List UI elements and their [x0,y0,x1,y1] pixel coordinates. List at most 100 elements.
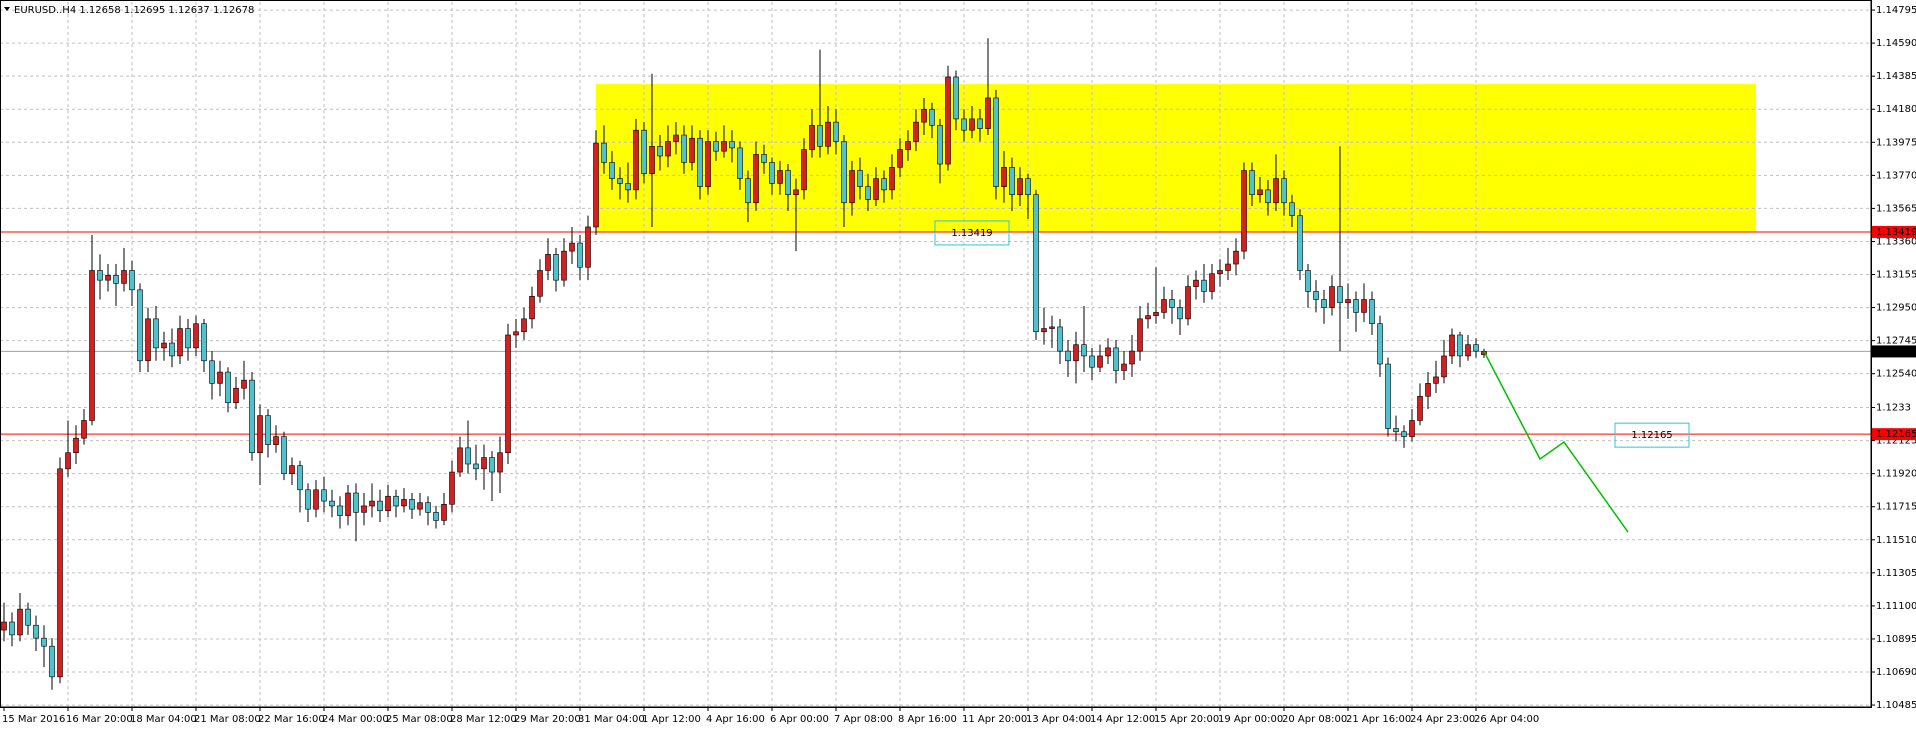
candle-body [1345,299,1351,304]
candle-body [1105,347,1111,357]
candle-body [305,489,311,510]
candle-body [569,242,575,252]
candle-body [889,166,895,191]
candle-body [1057,326,1063,352]
candle-body [633,129,639,191]
candle-body [729,141,735,149]
candle-body [841,141,847,204]
candle-body [313,489,319,510]
y-tick-label: 1.10485 [1876,700,1916,711]
candle-body [673,134,679,142]
candle-body [641,129,647,175]
candle-body [985,97,991,129]
candle-body [609,162,615,179]
candle-body [401,499,407,507]
x-tick-label: 6 Apr 00:00 [770,714,829,725]
x-tick-label: 22 Mar 16:00 [258,714,325,725]
candle-body [97,270,103,281]
candle-body [89,270,95,421]
candle-body [329,500,335,507]
candle-body [225,371,231,404]
x-tick-label: 16 Mar 20:00 [66,714,133,725]
candle-body [49,645,55,678]
y-tick-label: 1.12540 [1876,369,1916,380]
candle-body [1081,344,1087,357]
candle-body [753,154,759,204]
candle-body [425,502,431,513]
candle-body [433,512,439,521]
candle-body [1153,312,1159,316]
candle-body [1,621,7,631]
title-arrow [4,7,10,11]
candle-body [617,178,623,184]
candle-body [929,108,935,126]
candle-body [1017,178,1023,195]
candle-body [1289,202,1295,216]
candle-body [793,189,799,195]
candle-body [25,608,31,626]
candle-body [1297,215,1303,271]
candle-body [377,500,383,512]
candle-body [121,270,127,284]
candle-body [33,624,39,639]
candle-body [817,125,823,147]
candle-body [913,121,919,142]
candle-body [481,457,487,470]
candle-body [657,146,663,157]
candle-body [273,436,279,445]
level-axis-box [1872,225,1916,238]
candle-body [1033,194,1039,333]
candle-body [65,452,71,470]
candle-body [129,270,135,291]
candle-body [185,328,191,349]
candle-body [993,97,999,187]
candle-body [857,170,863,187]
candle-body [257,415,263,454]
candle-body [1009,166,1015,195]
level-annotation-box [1614,422,1690,448]
candle-body [761,154,767,163]
candle-body [529,295,535,320]
x-tick-label: 21 Apr 16:00 [1346,714,1411,725]
level-annotation-box [934,220,1010,246]
candle-body [9,621,15,636]
y-tick-label: 1.11305 [1876,568,1916,579]
candle-body [1121,363,1127,371]
candle-body [193,323,199,349]
candle-body [601,142,607,163]
candle-body [249,379,255,454]
candle-body [561,250,567,281]
candle-body [1137,318,1143,352]
candle-body [937,125,943,165]
candle-body [505,334,511,454]
candle-body [393,495,399,507]
candle-body [1393,428,1399,433]
frame [0,0,1872,708]
candle-body [705,141,711,187]
candle-body [1169,299,1175,308]
candle-body [577,242,583,268]
x-tick-label: 13 Apr 04:00 [1026,714,1091,725]
candle-body [713,141,719,152]
candle-body [217,371,223,384]
candle-body [361,505,367,513]
candle-body [153,318,159,349]
candle-body [1209,273,1215,292]
y-tick-label: 1.13155 [1876,270,1916,281]
candle-body [449,471,455,505]
candle-body [1233,250,1239,265]
candle-body [865,186,871,200]
x-tick-label: 4 Apr 16:00 [706,714,765,725]
candle-body [177,328,183,357]
x-tick-label: 15 Apr 20:00 [1154,714,1219,725]
y-tick-label: 1.12125 [1876,436,1916,447]
x-tick-label: 19 Apr 00:00 [1218,714,1283,725]
candle-body [1401,431,1407,437]
candle-body [465,447,471,465]
candle-body [1025,178,1031,195]
candle-body [169,342,175,357]
y-tick-label: 1.14795 [1876,5,1916,16]
candle-body [1409,420,1415,437]
candle-body [1241,170,1247,252]
